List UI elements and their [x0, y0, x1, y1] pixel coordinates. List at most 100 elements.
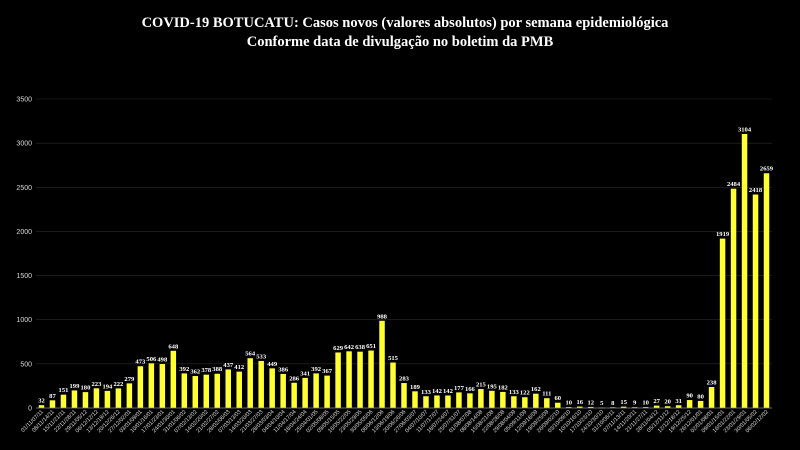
data-label: 27 [653, 398, 660, 405]
data-label: 2484 [727, 181, 741, 188]
bar [620, 406, 627, 408]
data-label: 564 [245, 351, 256, 358]
bar [664, 406, 671, 408]
bar [236, 371, 242, 408]
data-label: 506 [146, 356, 157, 363]
gridlines [36, 98, 772, 365]
bar [280, 373, 286, 408]
data-label: 9 [633, 400, 637, 407]
data-label: 648 [168, 343, 179, 350]
bar [258, 360, 264, 408]
data-label: 473 [135, 359, 146, 366]
bar [60, 394, 67, 408]
bar [697, 400, 704, 408]
data-label: 90 [686, 393, 693, 400]
bar [115, 388, 122, 408]
data-label: 12 [587, 399, 594, 406]
bar [467, 393, 473, 408]
data-label: 3104 [738, 126, 752, 133]
bar [225, 369, 231, 408]
data-label: 449 [267, 361, 278, 368]
data-label: 142 [432, 388, 443, 395]
data-label: 32 [38, 398, 45, 405]
data-label: 133 [509, 389, 520, 396]
bar [719, 238, 726, 408]
data-label: 638 [355, 344, 366, 351]
bar [555, 402, 561, 408]
bar [357, 351, 363, 408]
data-label: 388 [212, 366, 223, 373]
data-label: 642 [344, 344, 355, 351]
data-label: 151 [59, 387, 69, 394]
data-label: 194 [102, 383, 113, 390]
data-label: 80 [697, 393, 704, 400]
y-axis-ticks: 0 500 1000 1500 2000 2500 3000 3500 [16, 97, 32, 413]
data-label: 651 [366, 343, 376, 350]
data-label: 392 [311, 366, 322, 373]
bar [159, 364, 166, 408]
y-tick-label: 1500 [16, 273, 32, 280]
bar [181, 373, 188, 408]
data-label: 189 [410, 384, 421, 391]
y-tick-label: 3000 [16, 141, 32, 148]
chart-subtitle: Conforme data de divulgação no boletim d… [247, 34, 554, 50]
bar [730, 188, 737, 408]
bar [642, 407, 649, 408]
bar [137, 366, 144, 408]
data-label: 87 [49, 393, 56, 400]
data-label: 8 [611, 400, 615, 407]
bar [247, 358, 253, 408]
bar [741, 133, 748, 409]
data-label: 223 [91, 381, 102, 388]
bar [588, 406, 594, 408]
data-label: 437 [223, 362, 234, 369]
bar [170, 350, 177, 408]
y-tick-label: 0 [28, 406, 32, 413]
x-axis-ticks: 01/11/07/1108/11/14/1115/11/21/1122/11/2… [20, 409, 770, 434]
data-label: 2659 [760, 166, 774, 173]
y-tick-label: 500 [20, 361, 32, 368]
bar [675, 405, 682, 408]
bar [752, 194, 759, 408]
bar [456, 392, 462, 408]
data-label: 215 [476, 382, 487, 389]
bar [412, 391, 418, 408]
bar [38, 405, 45, 408]
data-label: 238 [707, 379, 718, 386]
bar [203, 374, 210, 408]
y-tick-label: 2500 [16, 185, 32, 192]
bar [489, 390, 495, 408]
bar [533, 393, 539, 408]
data-label: 2418 [749, 187, 763, 194]
bar [324, 375, 330, 408]
bar [686, 400, 693, 408]
bar [104, 390, 111, 408]
data-label: 177 [454, 385, 465, 392]
data-label: 362 [190, 369, 201, 376]
bar [71, 390, 78, 408]
data-label: 5 [600, 400, 604, 407]
bar [653, 405, 660, 408]
bar [269, 368, 275, 408]
data-label: 386 [278, 366, 289, 373]
data-label: 16 [576, 399, 583, 406]
y-tick-label: 3500 [16, 97, 32, 104]
data-label: 122 [520, 390, 531, 397]
bar [544, 398, 550, 408]
data-label: 515 [388, 355, 399, 362]
bar [49, 400, 56, 408]
data-label: 498 [157, 357, 168, 364]
data-label: 31 [675, 398, 682, 405]
data-label: 111 [542, 391, 551, 398]
bar [434, 395, 440, 408]
bar [148, 363, 155, 408]
data-label: 378 [201, 367, 212, 374]
bar [390, 362, 396, 408]
data-label: 222 [113, 381, 124, 388]
bar [763, 173, 770, 408]
bar [93, 388, 100, 408]
data-label: 20 [664, 399, 671, 406]
data-label: 166 [465, 386, 476, 393]
